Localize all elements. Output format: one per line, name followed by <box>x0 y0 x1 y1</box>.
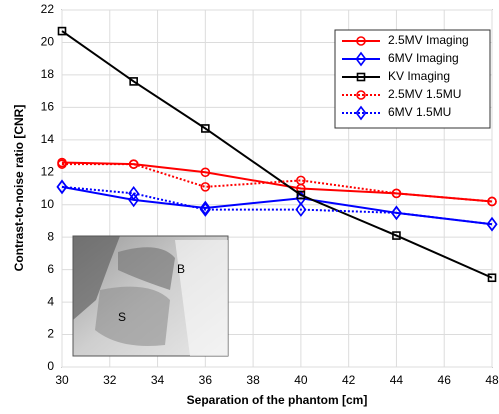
y-tick-label: 22 <box>41 2 55 16</box>
marker <box>356 36 366 46</box>
marker <box>356 72 366 82</box>
x-tick-label: 42 <box>342 373 356 387</box>
marker <box>390 205 402 221</box>
x-tick-label: 44 <box>390 373 404 387</box>
inset-label: B <box>177 262 185 276</box>
marker <box>129 77 138 86</box>
x-tick-label: 38 <box>246 373 260 387</box>
marker <box>295 202 307 217</box>
x-tick-label: 46 <box>438 373 452 387</box>
legend-label: 2.5MV Imaging <box>388 33 469 47</box>
marker <box>296 175 306 186</box>
marker <box>199 200 211 216</box>
marker <box>128 192 140 208</box>
y-tick-label: 14 <box>41 132 55 146</box>
legend-label: 6MV 1.5MU <box>388 105 451 119</box>
marker <box>487 273 497 283</box>
marker <box>200 182 211 192</box>
x-tick-label: 34 <box>151 373 165 387</box>
legend-label: 2.5MV 1.5MU <box>388 87 461 101</box>
y-tick-label: 6 <box>47 262 54 276</box>
marker <box>199 202 211 217</box>
marker <box>296 190 306 200</box>
marker <box>56 179 68 195</box>
y-tick-label: 4 <box>47 294 54 308</box>
series-line <box>61 161 493 203</box>
marker <box>487 196 497 207</box>
legend <box>334 29 491 129</box>
marker <box>391 188 402 199</box>
series-line <box>61 185 493 226</box>
x-tick-label: 40 <box>294 373 308 387</box>
marker <box>57 159 67 169</box>
marker <box>201 124 210 133</box>
x-tick-label: 32 <box>103 373 117 387</box>
y-tick-label: 0 <box>47 359 54 373</box>
x-axis-label: Separation of the phantom [cm] <box>187 393 368 407</box>
y-tick-label: 16 <box>41 100 55 114</box>
marker <box>486 216 498 232</box>
inset-image: B S <box>72 235 229 357</box>
x-tick-label: 36 <box>199 373 213 387</box>
x-tick-label: 48 <box>485 373 499 387</box>
marker <box>355 105 367 121</box>
marker <box>200 167 211 178</box>
y-tick-label: 10 <box>41 197 55 211</box>
y-axis-label: Contrast-to-noise ratio [CNR] <box>12 105 26 272</box>
x-tick-label: 30 <box>55 373 69 387</box>
marker <box>392 231 401 240</box>
inset-label: S <box>118 310 126 324</box>
y-tick-label: 2 <box>47 327 54 341</box>
y-tick-label: 18 <box>41 67 55 81</box>
legend-label: 6MV Imaging <box>388 51 459 65</box>
marker <box>355 51 367 67</box>
legend-label: KV Imaging <box>388 69 450 83</box>
marker <box>128 186 140 201</box>
y-tick-label: 12 <box>41 164 55 178</box>
marker <box>356 90 366 100</box>
y-tick-label: 8 <box>47 229 54 243</box>
marker <box>57 26 67 36</box>
y-tick-label: 20 <box>41 35 55 49</box>
marker <box>128 159 139 169</box>
series-line <box>61 30 493 279</box>
